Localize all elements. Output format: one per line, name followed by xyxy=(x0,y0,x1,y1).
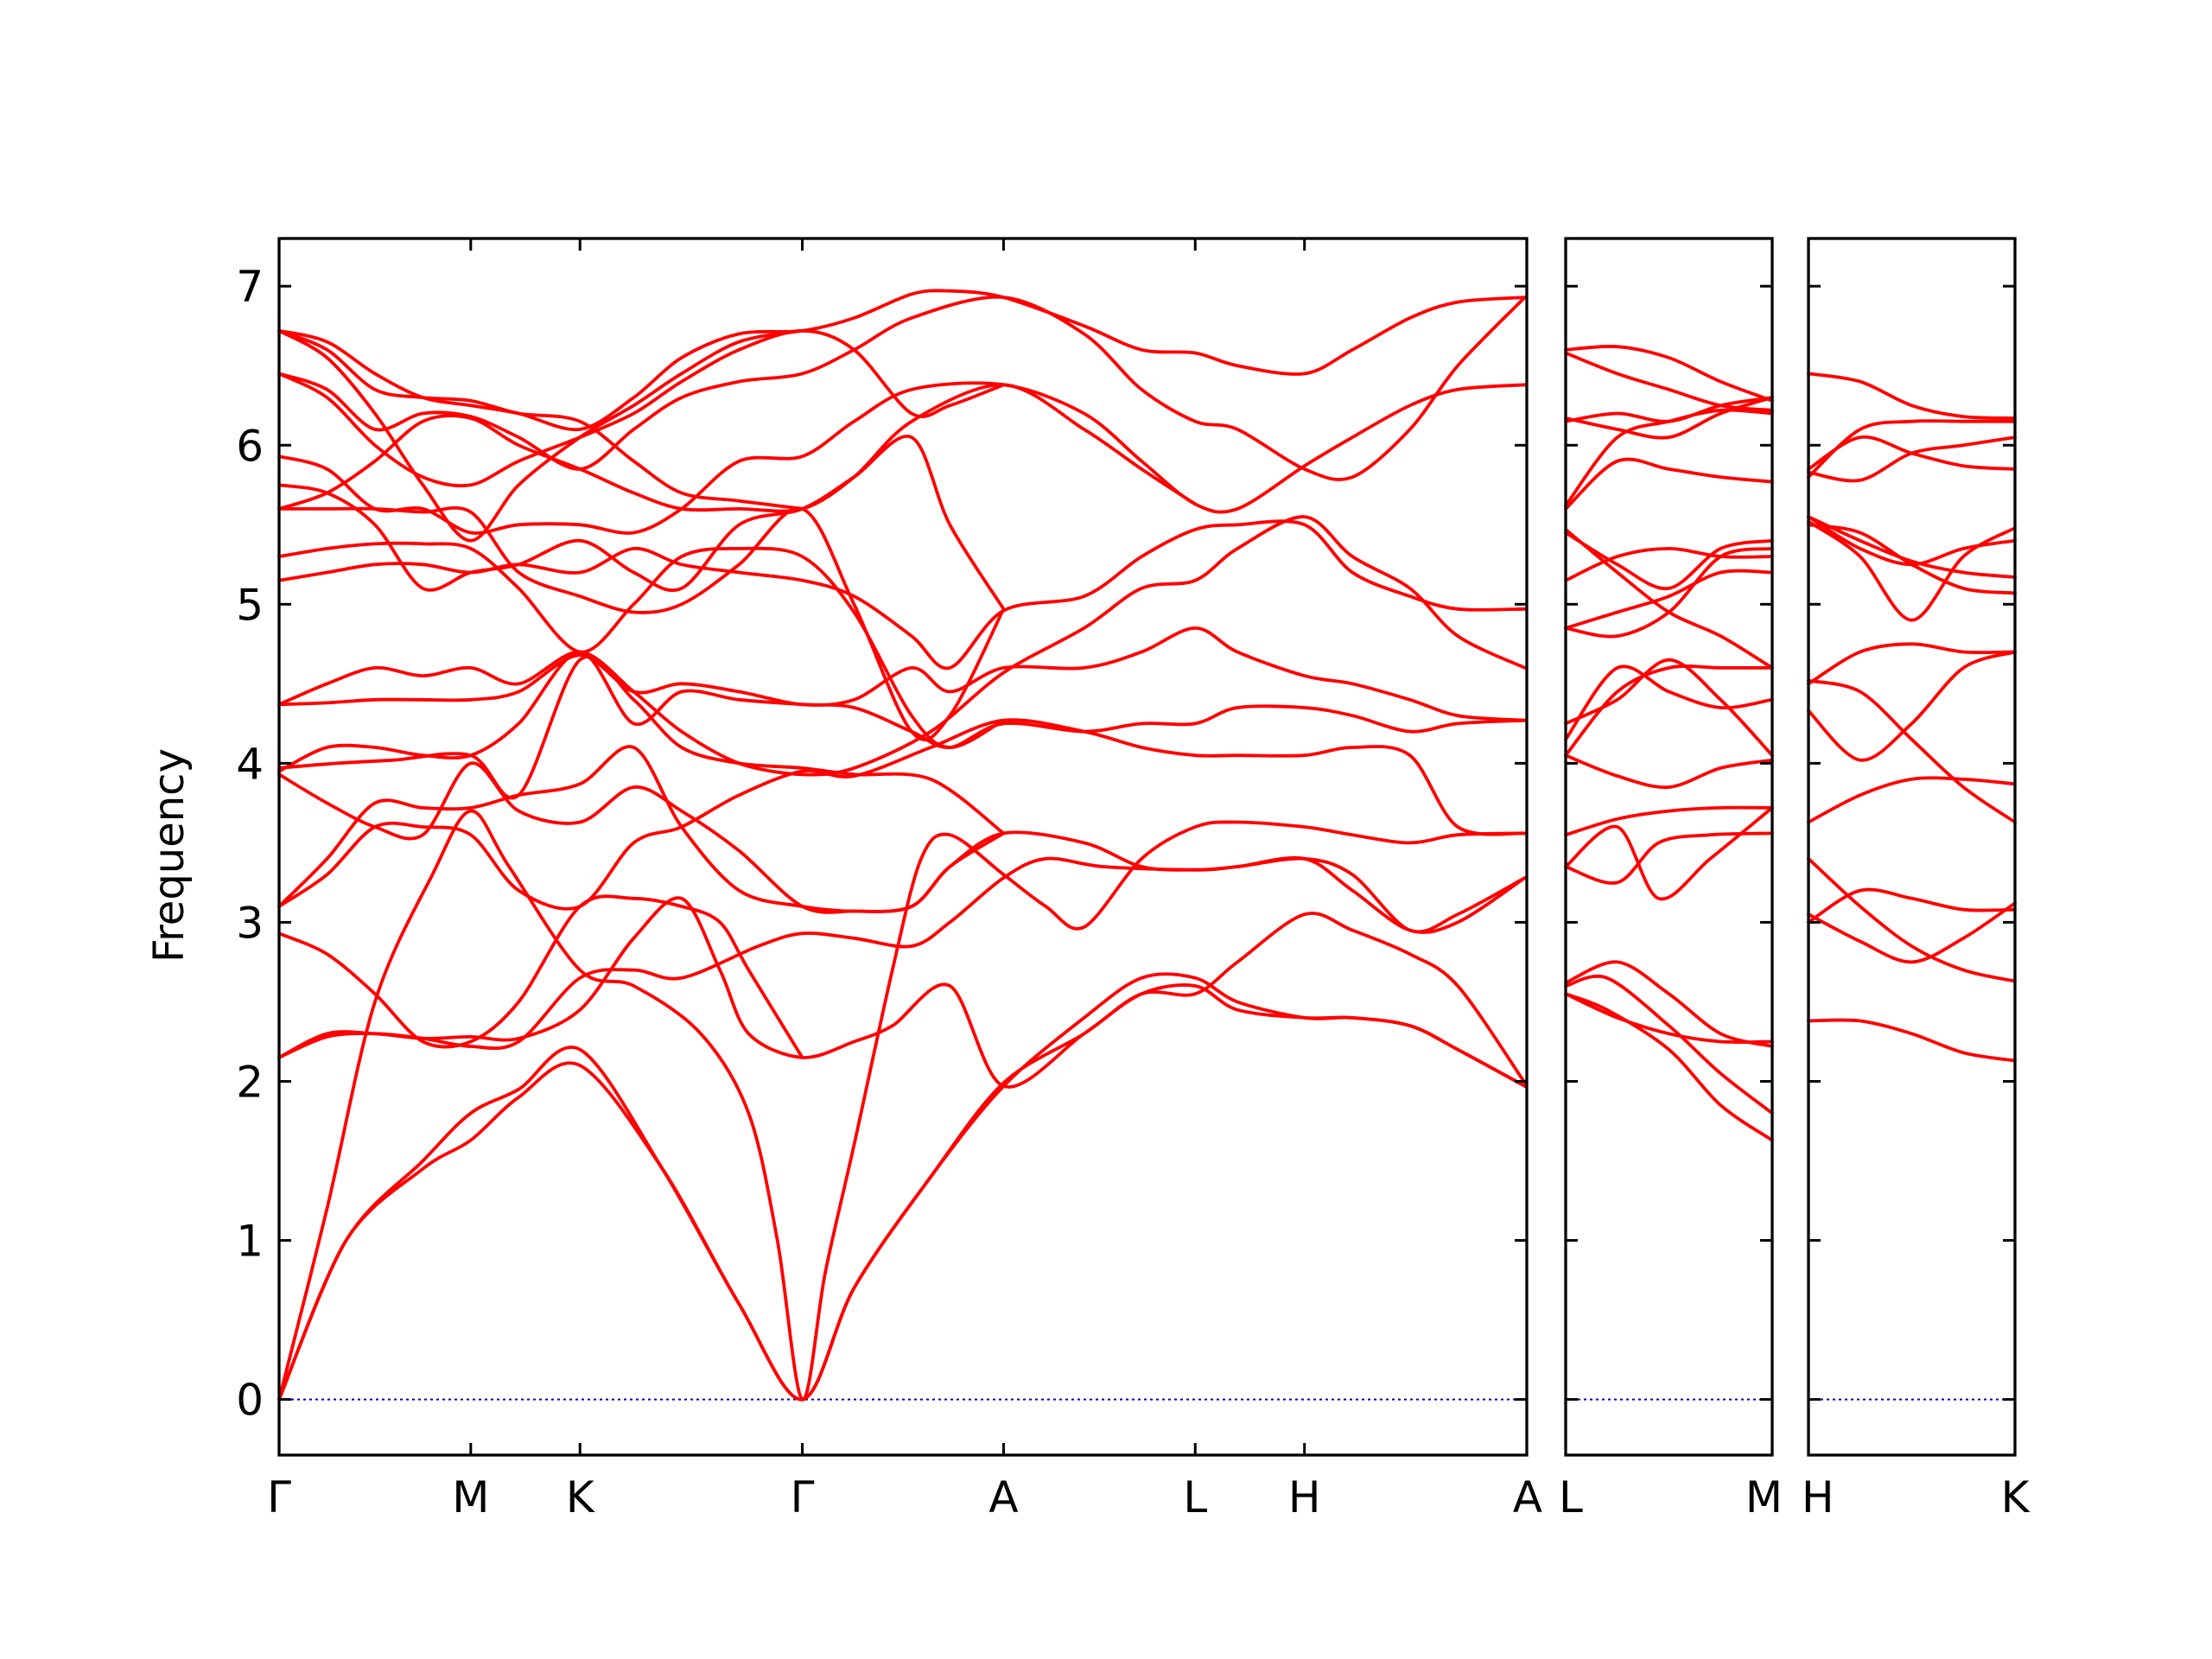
band-line-p2-13 xyxy=(1564,547,1774,582)
band-line-p2-1 xyxy=(1564,975,1774,1116)
band-line-p1-21 xyxy=(277,289,1527,432)
band-line-p1-20 xyxy=(277,328,1006,488)
x-tick-label: L xyxy=(1183,1472,1207,1522)
band-line-p3-1 xyxy=(1807,856,2017,983)
band-line-p3-11 xyxy=(1807,519,2017,622)
y-tick-label: 7 xyxy=(236,262,264,312)
x-tick-label: M xyxy=(1745,1472,1783,1522)
band-line-p1-11 xyxy=(277,626,1527,722)
x-tick-label: Γ xyxy=(267,1472,291,1522)
x-tick-label: A xyxy=(1513,1472,1542,1522)
band-line-p1-8 xyxy=(277,761,1006,914)
band-line-p1-16 xyxy=(277,435,1006,611)
band-line-p2-8 xyxy=(1564,664,1774,758)
band-line-p1-4 xyxy=(277,896,1527,1089)
band-line-p1-23 xyxy=(277,328,804,543)
panel-frame xyxy=(1564,237,1774,1457)
band-line-p2-14 xyxy=(1564,531,1774,590)
band-line-p1-18 xyxy=(277,383,1198,513)
panel-p1: 0 1 2 3 4 5 6 7 Γ M K Γ A L H A xyxy=(236,237,1542,1522)
band-line-p2-0 xyxy=(1564,992,1774,1142)
band-line-p2-5 xyxy=(1564,806,1774,901)
y-tick-label: 4 xyxy=(236,739,264,789)
x-tick-label: A xyxy=(988,1472,1018,1522)
x-tick-label: H xyxy=(1288,1472,1321,1522)
x-tick-label: H xyxy=(1802,1472,1834,1522)
band-line-p3-4 xyxy=(1807,776,2017,824)
band-line-p1-17 xyxy=(277,381,1527,535)
band-line-p2-18 xyxy=(1564,396,1774,423)
band-line-p1-10 xyxy=(277,650,1527,773)
y-tick-label: 0 xyxy=(236,1376,264,1426)
band-line-p1-2 xyxy=(277,809,1527,1402)
band-line-p2-6 xyxy=(1564,805,1774,837)
band-line-p1-22 xyxy=(277,328,804,511)
y-axis-label: Frequency xyxy=(145,748,194,963)
x-tick-label: M xyxy=(452,1472,489,1522)
band-line-p2-3 xyxy=(1564,992,1774,1045)
band-line-p2-2 xyxy=(1564,960,1774,1048)
band-line-p1-12 xyxy=(277,515,1527,777)
panel-frame xyxy=(1807,237,2017,1457)
band-line-p3-15 xyxy=(1807,372,2017,420)
band-line-p2-10 xyxy=(1564,658,1774,758)
band-line-p2-12 xyxy=(1564,547,1774,639)
y-tick-label: 6 xyxy=(236,421,264,471)
band-line-p2-11 xyxy=(1564,569,1774,630)
band-line-p1-9 xyxy=(277,655,1006,836)
band-line-p3-5 xyxy=(1807,650,2017,762)
band-line-p1-5 xyxy=(277,894,804,1059)
band-line-p3-14 xyxy=(1807,419,2017,479)
band-line-p2-16 xyxy=(1564,457,1774,511)
band-line-p1-3 xyxy=(277,855,1527,1059)
band-line-p3-9 xyxy=(1807,515,2017,579)
band-line-p2-21 xyxy=(1564,351,1774,412)
x-tick-label: K xyxy=(566,1472,595,1522)
band-line-p1-14 xyxy=(277,541,1006,749)
band-line-p2-4 xyxy=(1564,831,1774,885)
band-line-p2-7 xyxy=(1564,753,1774,790)
band-line-p2-9 xyxy=(1564,664,1774,741)
band-line-p3-6 xyxy=(1807,678,2017,824)
band-line-p1-15 xyxy=(277,505,1006,741)
x-tick-label: K xyxy=(2001,1472,2031,1522)
band-line-p2-20 xyxy=(1564,344,1774,403)
y-tick-label: 1 xyxy=(236,1217,264,1267)
band-line-p2-19 xyxy=(1564,396,1774,440)
band-line-p1-1 xyxy=(277,912,1527,1402)
y-tick-label: 2 xyxy=(236,1057,264,1107)
band-line-p3-7 xyxy=(1807,642,2017,686)
band-line-p2-15 xyxy=(1564,527,1774,670)
y-tick-label: 3 xyxy=(236,898,264,948)
band-line-p3-0 xyxy=(1807,1018,2017,1063)
panel-frame xyxy=(277,237,1529,1457)
x-tick-label: Γ xyxy=(791,1472,815,1522)
y-tick-label: 5 xyxy=(236,580,264,630)
band-line-p1-19 xyxy=(277,295,1527,481)
x-tick-label: L xyxy=(1559,1472,1583,1522)
band-line-p3-3 xyxy=(1807,887,2017,925)
band-line-p3-2 xyxy=(1807,901,2017,964)
